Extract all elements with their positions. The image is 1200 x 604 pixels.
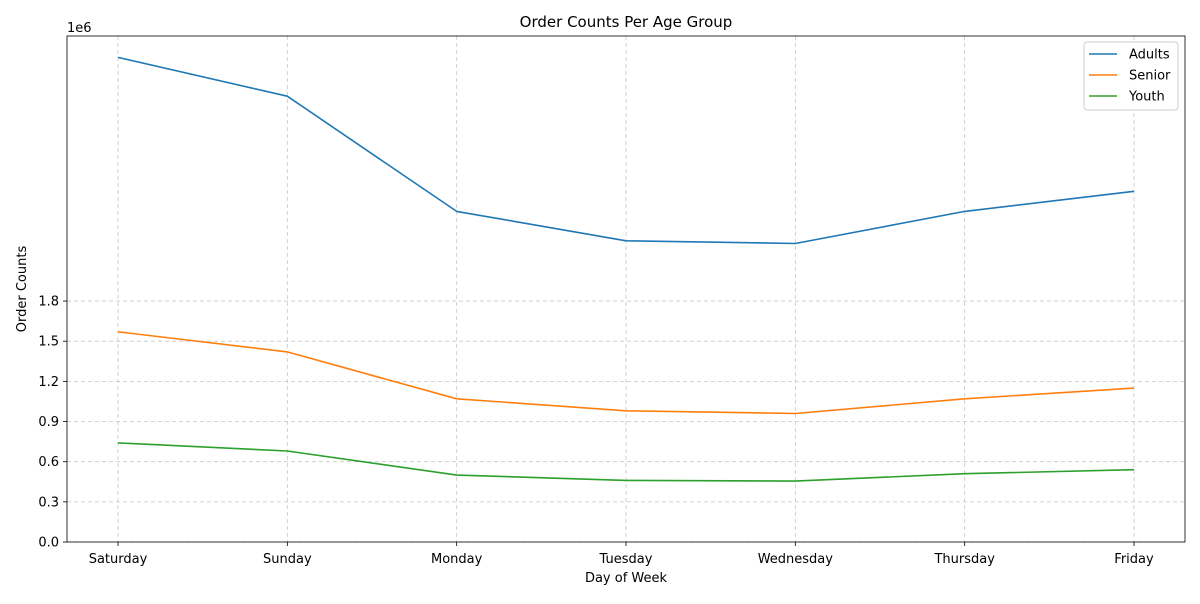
x-tick-label: Tuesday xyxy=(599,552,653,567)
y-axis-label: Order Counts xyxy=(15,246,30,333)
y-tick-label: 0.3 xyxy=(38,495,59,510)
legend-label-senior: Senior xyxy=(1129,69,1171,84)
series-line-youth xyxy=(117,442,1135,482)
y-tick-label: 0.0 xyxy=(38,536,59,551)
x-tick-label: Thursday xyxy=(933,552,995,567)
series-line-senior xyxy=(117,331,1135,415)
x-axis-ticks: Saturday Sunday Monday Tuesday Wednesday Thur… xyxy=(89,542,1154,567)
y-tick-label: 1.8 xyxy=(38,295,59,310)
legend-label-youth: Youth xyxy=(1128,90,1165,105)
y-tick-label: 1.5 xyxy=(38,335,59,350)
x-tick-label: Wednesday xyxy=(758,552,834,567)
x-tick-label: Monday xyxy=(431,552,483,567)
y-tick-label: 0.9 xyxy=(38,415,59,430)
x-tick-label: Saturday xyxy=(89,552,148,567)
chart-title: Order Counts Per Age Group xyxy=(520,13,733,31)
x-axis-label: Day of Week xyxy=(585,571,668,586)
x-tick-label: Friday xyxy=(1114,552,1154,567)
grid-layer xyxy=(67,36,1185,543)
legend: Adults Senior Youth xyxy=(1083,41,1179,111)
series-line-adults xyxy=(117,56,1135,245)
y-tick-label: 1.2 xyxy=(38,375,59,390)
legend-box xyxy=(1083,41,1179,111)
x-tick-label: Sunday xyxy=(263,552,312,567)
y-axis-offset-label: 1e6 xyxy=(67,21,92,36)
y-axis-ticks: 0.0 0.3 0.6 0.9 1.2 1.5 1.8 xyxy=(38,295,67,551)
legend-label-adults: Adults xyxy=(1129,48,1170,63)
series-layer xyxy=(117,56,1135,482)
y-tick-label: 0.6 xyxy=(38,455,59,470)
